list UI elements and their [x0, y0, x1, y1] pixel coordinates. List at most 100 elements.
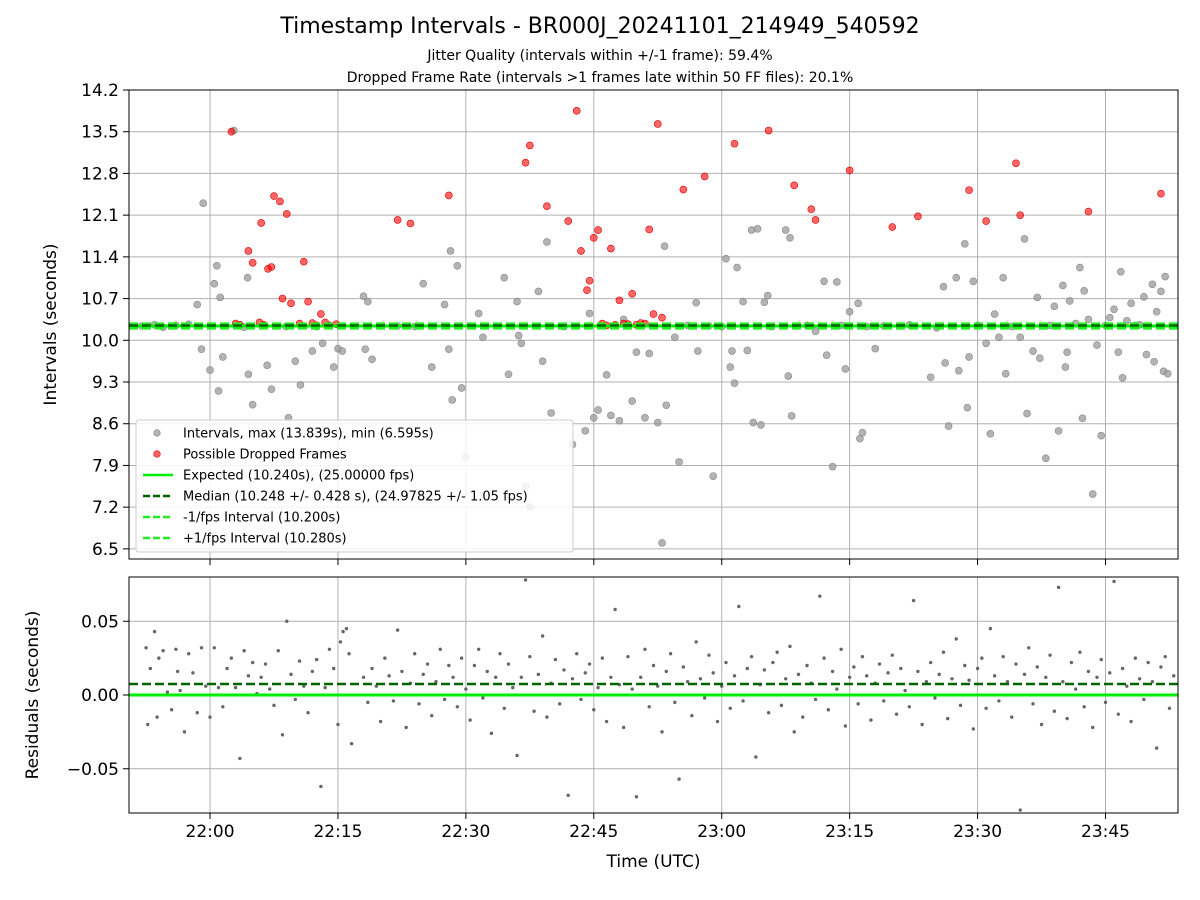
residual-point: [1009, 715, 1014, 719]
residuals-panel: 22:00 22:15 22:30 22:45 23:00 23:15 23:30 23:45…: [23, 576, 1179, 872]
residual-point: [1159, 665, 1163, 669]
dropped-frame-point: [278, 294, 287, 303]
residual-point: [152, 629, 157, 634]
residual-point: [1031, 702, 1035, 706]
dropped-frame-point: [572, 107, 581, 115]
interval-point: [474, 309, 483, 318]
dropped-frame-point: [270, 192, 278, 200]
residual-point: [651, 663, 656, 668]
residual-point: [847, 675, 852, 679]
interval-point: [308, 347, 317, 355]
residual-point: [289, 672, 293, 677]
residual-point: [771, 660, 775, 665]
residual-point: [745, 666, 750, 671]
residual-point: [702, 696, 707, 700]
interval-point: [1093, 341, 1101, 349]
residual-point: [161, 649, 165, 653]
residual-point: [199, 646, 204, 650]
interval-point: [363, 297, 372, 306]
interval-point: [1016, 333, 1025, 342]
residual-point: [1108, 671, 1112, 675]
interval-point: [739, 297, 747, 306]
interval-point: [1097, 431, 1106, 440]
residual-point: [476, 647, 481, 651]
residual-point: [869, 718, 873, 722]
residual-point: [314, 657, 319, 662]
residual-point: [656, 684, 660, 688]
residual-point: [297, 659, 302, 663]
residual-point: [954, 637, 958, 641]
residual-point: [1078, 650, 1082, 654]
interval-point: [1088, 490, 1097, 498]
residual-point: [639, 675, 643, 679]
interval-point: [359, 292, 368, 300]
residual-point: [950, 677, 954, 681]
interval-point: [267, 385, 276, 393]
residual-point: [553, 657, 558, 662]
legend: Intervals, max (13.839s), min (6.595s) Po…: [135, 419, 574, 553]
dropped-frame-point: [304, 297, 312, 306]
dropped-frame-point: [393, 216, 402, 224]
y-tick-label: 7.9: [92, 456, 119, 476]
residual-point: [660, 730, 664, 734]
legend-marker: [153, 429, 161, 437]
residual-point: [673, 700, 677, 705]
residual-point: [413, 652, 417, 656]
residual-point: [216, 685, 221, 690]
residual-point: [344, 626, 349, 631]
interval-point: [845, 307, 854, 316]
interval-point: [952, 273, 961, 282]
interval-point: [822, 351, 831, 359]
dropped-frame-point: [679, 185, 688, 194]
dropped-frame-point: [445, 191, 453, 200]
residual-point: [378, 719, 383, 724]
dropped-frame-point: [1179, 195, 1186, 202]
interval-point: [722, 254, 730, 263]
residual-point: [1103, 700, 1108, 705]
residual-point: [664, 669, 668, 674]
residual-point: [481, 696, 485, 700]
x-tick-label: 23:30: [953, 822, 1002, 842]
axes-frame: [128, 89, 1179, 560]
residual-point: [1133, 656, 1138, 660]
residual-point: [532, 709, 536, 713]
interval-point: [419, 279, 428, 288]
dropped-frame-point: [914, 212, 922, 221]
interval-point: [1029, 347, 1037, 355]
residual-point: [924, 680, 929, 684]
residual-point: [1095, 675, 1099, 679]
interval-point: [1033, 293, 1042, 302]
residual-point: [425, 662, 430, 666]
interval-point: [926, 373, 935, 382]
residual-point: [779, 703, 784, 708]
residual-point: [246, 674, 251, 678]
residual-point: [783, 677, 788, 681]
interval-point: [1063, 348, 1071, 357]
residual-point: [1061, 680, 1065, 684]
residual-point: [233, 685, 238, 690]
dropped-frame-point: [287, 299, 295, 308]
dropped-frame-point: [730, 139, 739, 148]
residual-point: [668, 652, 673, 656]
x-axis-label: Time (UTC): [606, 852, 701, 872]
interval-point: [763, 291, 772, 300]
interval-point: [361, 345, 370, 354]
interval-point: [607, 411, 615, 420]
residual-point: [306, 711, 310, 715]
residual-point: [374, 684, 379, 688]
y-tick-label: 12.1: [81, 206, 119, 226]
residual-point: [749, 654, 754, 659]
residual-point: [1022, 672, 1027, 677]
interval-point: [645, 349, 654, 358]
residual-point: [1082, 705, 1086, 709]
dropped-frame-point: [615, 296, 624, 305]
residual-point: [238, 756, 242, 761]
residual-point: [263, 662, 268, 666]
legend-box: [135, 419, 574, 553]
residual-point: [762, 668, 767, 672]
residual-point: [963, 663, 967, 668]
residual-point: [250, 660, 255, 665]
residual-point: [604, 719, 609, 724]
legend-entry: Median (10.248 +/- 0.428 s), (24.97825 +…: [183, 490, 528, 505]
residual-point: [643, 647, 647, 651]
